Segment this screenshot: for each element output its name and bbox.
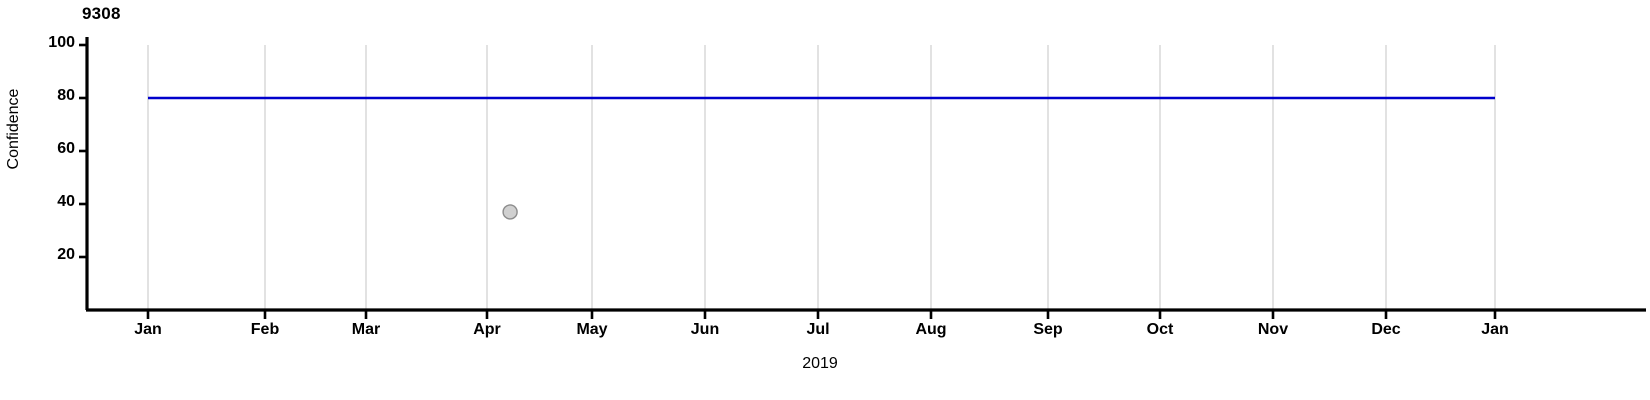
x-tick-label: May: [576, 321, 608, 338]
axes-group: [85, 37, 1646, 312]
x-tick-label: Dec: [1371, 321, 1401, 338]
x-axis-title: 2019: [802, 355, 838, 372]
x-tick-label: Aug: [915, 321, 947, 338]
gridlines-group: [147, 45, 1496, 310]
y-tick-label: 100: [48, 34, 75, 51]
x-tick-label: Mar: [351, 321, 381, 338]
ytick-marks-group: [79, 43, 87, 259]
x-tick-label: Jan: [134, 321, 162, 338]
x-tick-label: Oct: [1146, 321, 1174, 338]
y-tick-label: 80: [57, 87, 75, 104]
x-tick-label: Feb: [250, 321, 280, 338]
x-tick-label: Apr: [473, 321, 501, 338]
data-point-marker[interactable]: [502, 204, 518, 220]
chart-title: 9308: [82, 4, 121, 23]
x-tick-label: Sep: [1033, 321, 1063, 338]
x-tick-label: Jun: [690, 321, 720, 338]
x-tick-label: Jan: [1481, 321, 1509, 338]
x-tick-label: Nov: [1257, 321, 1289, 338]
x-tick-label: Jul: [806, 321, 830, 338]
y-tick-label: 40: [57, 193, 75, 210]
y-tick-label: 20: [57, 246, 75, 263]
data-points-group: [502, 204, 518, 220]
xtick-marks-group: [146, 310, 1497, 319]
y-tick-label: 60: [57, 140, 75, 157]
